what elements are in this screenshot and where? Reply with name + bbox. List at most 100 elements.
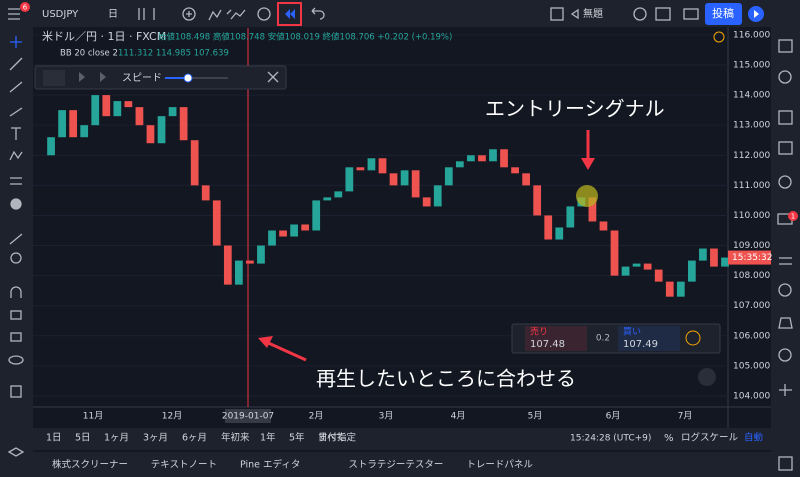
bottom-tab[interactable]: Pine エディタ — [240, 459, 300, 471]
info-icon[interactable] — [685, 330, 701, 346]
candle-body — [676, 281, 685, 297]
alert-icon[interactable] — [257, 7, 271, 21]
goto-date[interactable]: 日付指定 — [318, 432, 357, 444]
candle-body — [643, 263, 652, 270]
candle-body — [135, 107, 144, 126]
candle-body — [699, 248, 707, 261]
x-tick-label: 5月 — [528, 411, 543, 422]
candle-body — [179, 107, 188, 141]
warning-icon[interactable] — [713, 31, 725, 43]
fullscreen-icon[interactable] — [655, 7, 671, 21]
range-button[interactable]: 3ヶ月 — [143, 433, 168, 444]
speed-label: スピード — [122, 72, 162, 84]
percent-toggle[interactable]: % — [664, 433, 674, 444]
legend-title: 米ドル／円 · 1日 · FXCM — [42, 30, 166, 43]
candle-body — [334, 191, 343, 198]
buy-price: 107.49 — [623, 339, 658, 350]
x-tick-label: 4月 — [451, 411, 466, 422]
drawing-tools — [7, 36, 25, 457]
candle-body — [69, 110, 78, 138]
undo-icon[interactable] — [311, 7, 325, 20]
replay-icon[interactable] — [285, 9, 295, 19]
candle-body — [654, 269, 663, 282]
template-icon[interactable] — [230, 9, 246, 20]
replay-highlight — [277, 2, 302, 26]
sidebar-badge — [788, 211, 798, 221]
symbol[interactable]: USDJPY — [42, 9, 79, 20]
candle-body — [500, 149, 508, 168]
candle-body — [345, 167, 354, 192]
speed-handle[interactable] — [183, 73, 193, 83]
candle-body — [47, 137, 55, 156]
publish-button[interactable] — [705, 3, 742, 25]
candle-body — [279, 230, 287, 237]
play-controls[interactable] — [79, 72, 106, 82]
y-tick-label: 108.000 — [733, 271, 770, 281]
close-replay[interactable] — [267, 71, 279, 83]
y-tick-label: 106.000 — [733, 331, 770, 341]
bottom-tab[interactable]: 株式スクリーナー — [52, 459, 128, 471]
sidebar-icons — [777, 39, 793, 471]
compare-icon[interactable] — [182, 7, 196, 21]
candle-body — [91, 95, 100, 126]
candle-body — [588, 197, 597, 222]
candle-body — [367, 158, 376, 171]
buy-label: 買い — [623, 327, 641, 338]
candle-body — [422, 197, 431, 207]
layout-name[interactable]: 無題 — [583, 7, 603, 20]
bottom-tab[interactable]: ストラテジーテスター — [348, 460, 443, 471]
date-highlight — [225, 409, 271, 423]
range-button[interactable]: 6ヶ月 — [182, 433, 207, 444]
range-button[interactable]: 1年 — [260, 432, 276, 444]
bottom-tab[interactable]: テキストノート — [151, 460, 217, 471]
candle-body — [290, 224, 298, 237]
menu-icon[interactable] — [8, 8, 20, 20]
range-button[interactable]: すべて — [318, 433, 345, 444]
bottom-tab[interactable]: トレードパネル — [466, 460, 533, 471]
select-bar-button[interactable] — [43, 70, 65, 86]
chart-type-icon[interactable] — [138, 8, 155, 20]
y-tick-label: 111.000 — [733, 181, 770, 191]
log-toggle[interactable]: ログスケール — [681, 432, 739, 444]
arrow-head — [258, 336, 273, 348]
candle-body — [632, 263, 641, 267]
x-tick-label: 3月 — [379, 411, 394, 422]
cloud-icon[interactable] — [570, 8, 579, 20]
y-tick-label: 110.000 — [733, 211, 770, 221]
snapshot-icon[interactable] — [683, 8, 699, 20]
countdown: 15:35:32 — [732, 253, 772, 263]
candle-body — [246, 260, 254, 264]
buy-button[interactable] — [618, 326, 680, 351]
auto-toggle[interactable]: 自動 — [744, 432, 763, 444]
badge-text: 6 — [23, 4, 28, 12]
range-button[interactable]: 5日 — [75, 433, 91, 444]
range-button[interactable]: 5年 — [289, 432, 305, 444]
spread: 0.2 — [596, 334, 610, 344]
countdown-box — [728, 250, 771, 265]
candle-body — [268, 230, 276, 246]
badge — [20, 2, 30, 12]
settings-icon[interactable] — [633, 7, 647, 21]
legend-bb: 111.312 114.985 107.639 — [118, 49, 229, 59]
range-button[interactable]: 1ヶ月 — [104, 433, 129, 444]
interval[interactable]: 日 — [108, 9, 118, 20]
range-button[interactable]: 1日 — [46, 433, 62, 444]
left-toolbar — [0, 27, 33, 477]
bottom-bar — [33, 428, 771, 450]
layout-icon[interactable] — [550, 7, 564, 21]
candle-body — [235, 260, 243, 285]
indicator-icon[interactable] — [208, 9, 232, 21]
range-button[interactable]: 年初来 — [221, 432, 250, 444]
play-icon — [754, 10, 759, 18]
scroll-button[interactable] — [698, 368, 716, 386]
sell-button[interactable] — [525, 326, 587, 351]
candle-body — [411, 170, 420, 198]
candle-body — [323, 197, 332, 201]
candle-body — [80, 125, 89, 138]
candle-body — [455, 161, 464, 168]
candle-body — [157, 116, 166, 144]
candle-body — [467, 155, 475, 162]
